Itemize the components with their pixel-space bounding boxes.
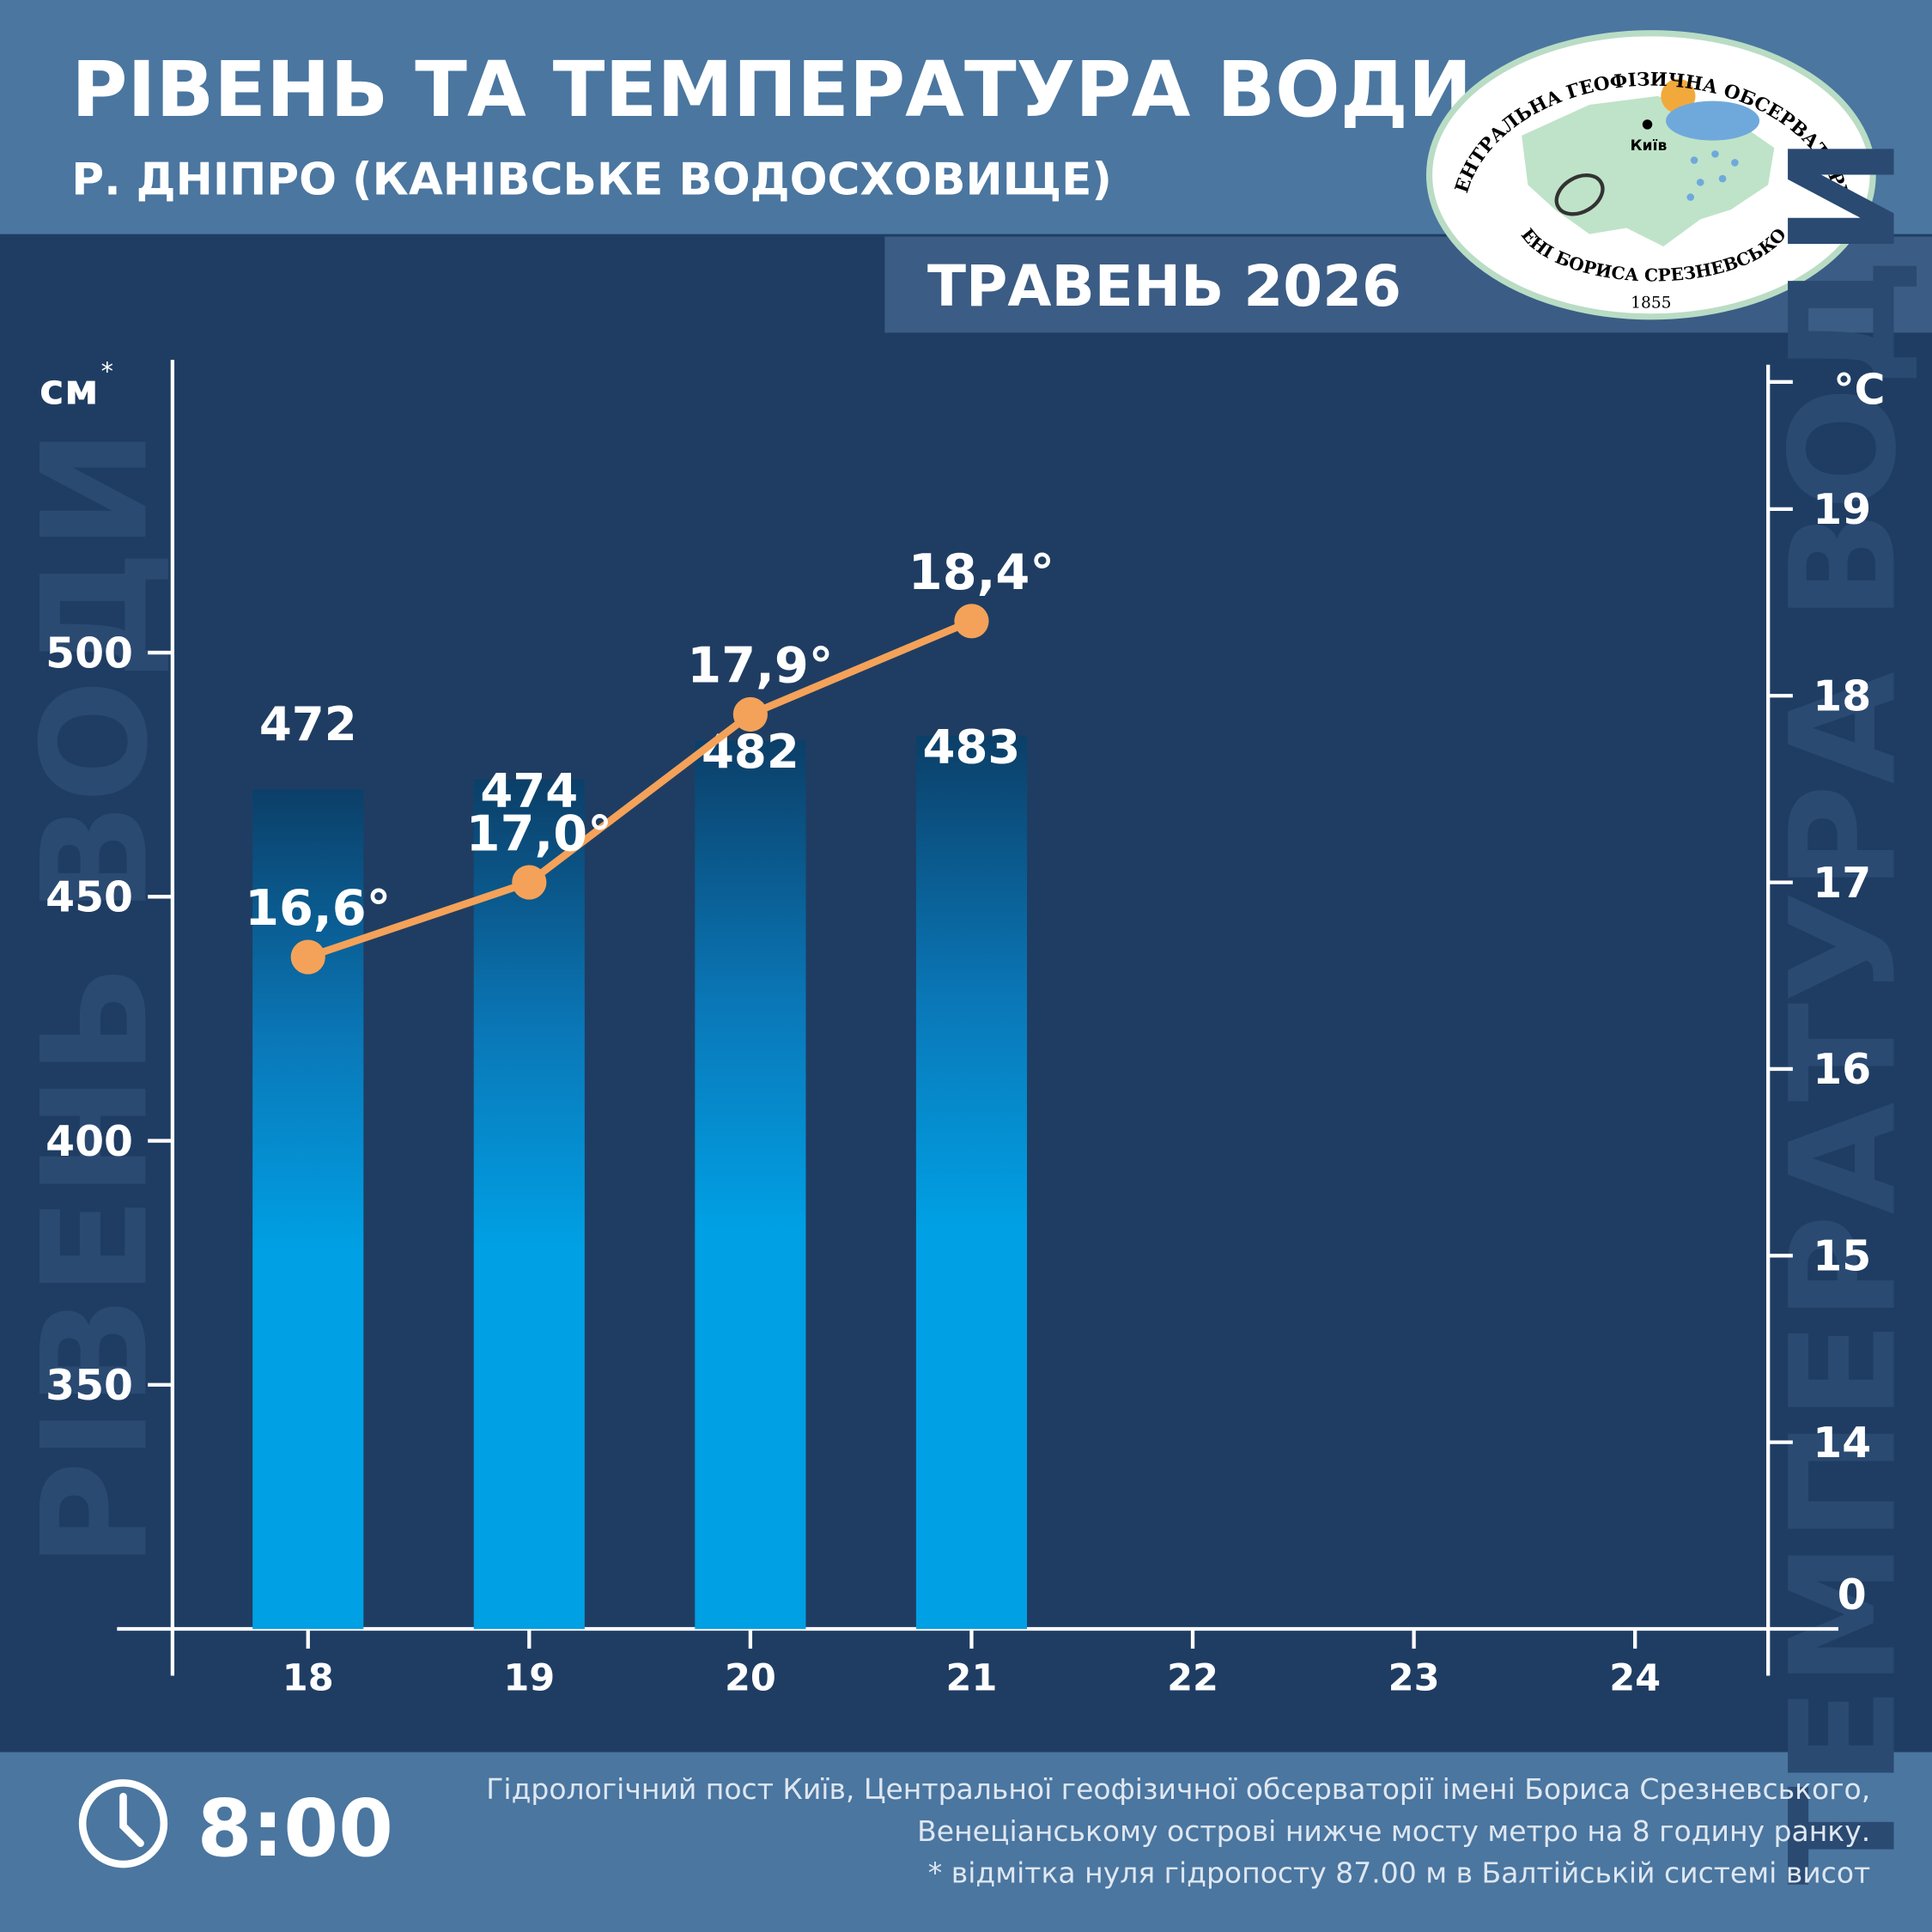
- x-tick-label: 19: [503, 1657, 555, 1700]
- footnote-line: Венеціанському острові нижче мосту метро…: [917, 1814, 1870, 1848]
- x-tick-label: 21: [946, 1657, 998, 1700]
- footer-band: [0, 1752, 1932, 1932]
- clock-icon: [78, 1779, 168, 1868]
- temperature-label: 16,6°: [245, 879, 391, 937]
- temperature-label: 17,9°: [687, 637, 833, 695]
- footnote-line: * відмітка нуля гідропосту 87.00 м в Бал…: [928, 1856, 1870, 1890]
- y2-tick-label: 19: [1813, 485, 1871, 534]
- logo-dish: [1554, 173, 1605, 216]
- y-tick-label: 450: [46, 873, 133, 922]
- period: ТРАВЕНЬ 2026: [927, 253, 1401, 319]
- temperature-label: 17,0°: [466, 805, 612, 862]
- time: 8:00: [197, 1783, 393, 1874]
- temperature-label: 18,4°: [908, 544, 1054, 601]
- chart-subtitle: Р. ДНІПРО (КАНІВСЬКЕ ВОДОСХОВИЩЕ): [71, 155, 1112, 206]
- logo-cloud: [1666, 100, 1760, 141]
- bar-value-label: 482: [702, 724, 799, 779]
- logo-rain: [1686, 150, 1739, 201]
- y2-tick-label: 14: [1813, 1419, 1871, 1467]
- bar: [252, 789, 364, 1630]
- y2-tick-label: 18: [1813, 671, 1871, 720]
- y2-tick-label: 17: [1813, 859, 1871, 908]
- y2-origin-label: 0: [1838, 1571, 1867, 1619]
- bar-value-label: 474: [480, 762, 578, 817]
- logo-year: 1855: [1631, 295, 1671, 313]
- temperature-point: [512, 865, 547, 900]
- bar-value-label: 472: [259, 696, 357, 751]
- y2-tick-label: 16: [1813, 1045, 1871, 1094]
- bar: [473, 779, 585, 1630]
- temperature-point: [290, 939, 325, 975]
- logo-city-dot: [1642, 119, 1653, 130]
- temperature-point: [732, 696, 768, 732]
- y2-axis-unit: °C: [1833, 366, 1885, 415]
- footnote-line: Гідрологічний пост Київ, Центральної гео…: [486, 1772, 1870, 1806]
- y-axis-title: РІВЕНЬ ВОДИ: [10, 428, 179, 1568]
- y-tick-label: 400: [46, 1117, 133, 1166]
- chart-title: РІВЕНЬ ТА ТЕМПЕРАТУРА ВОДИ: [71, 45, 1472, 134]
- clock-hands: [119, 1792, 144, 1847]
- y-axis-note-mark: *: [101, 356, 113, 386]
- bar: [695, 740, 806, 1630]
- y-axis-unit: см: [39, 366, 99, 415]
- y2-axis-title: ТЕМПЕРАТУРА ВОДИ: [1759, 136, 1929, 1886]
- logo-city: Київ: [1631, 137, 1668, 155]
- x-tick-label: 24: [1609, 1657, 1661, 1700]
- plot: 350 400 450 500 14 15 16 17 18 19 18 19 20 21 22 23 24 47…: [46, 485, 1871, 1700]
- temperature-point: [954, 604, 989, 639]
- footnote: Гідрологічний пост Київ, Центральної гео…: [486, 1772, 1870, 1890]
- x-tick-label: 20: [725, 1657, 776, 1700]
- y-tick-label: 350: [46, 1361, 133, 1410]
- temperature-line: [307, 617, 974, 961]
- bar-value-label: 483: [923, 719, 1021, 774]
- x-tick-label: 18: [283, 1657, 334, 1700]
- bar: [915, 735, 1028, 1630]
- y2-tick-label: 15: [1813, 1232, 1871, 1281]
- y-tick-label: 500: [46, 629, 133, 677]
- x-tick-label: 22: [1167, 1657, 1218, 1700]
- x-tick-label: 23: [1388, 1657, 1440, 1700]
